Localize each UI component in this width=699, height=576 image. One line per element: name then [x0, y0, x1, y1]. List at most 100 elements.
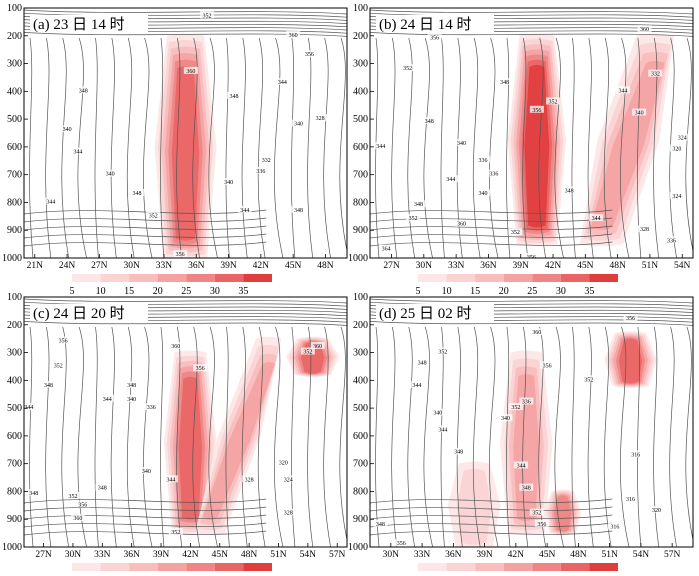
- contour-label: 356: [78, 502, 87, 508]
- contour-label: 356: [196, 366, 205, 372]
- contour-line: [339, 37, 347, 253]
- contour-label: 352: [549, 99, 558, 105]
- x-tick-label: 45N: [577, 261, 594, 271]
- contour-label: 324: [678, 136, 687, 142]
- contour-line: [375, 37, 380, 258]
- contour-label: 360: [289, 33, 298, 39]
- contour-line: [603, 37, 612, 258]
- contour-label: 352: [403, 66, 412, 72]
- y-tick-label: 400: [7, 375, 22, 386]
- x-tick-label: 36N: [480, 261, 497, 271]
- colorbar-tick-label: 15: [124, 286, 134, 297]
- x-tick-label: 36N: [123, 550, 140, 560]
- colorbar-tick-label: 10: [442, 286, 452, 297]
- x-tick-label: 30N: [123, 261, 140, 271]
- contour-label: 344: [446, 177, 455, 183]
- y-tick-label: 200: [353, 320, 368, 331]
- contour-label: 328: [640, 227, 649, 233]
- contour-label: 316: [610, 525, 619, 531]
- contour-line: [370, 9, 693, 15]
- contour-label: 316: [631, 452, 640, 458]
- colorbar-swatch: [129, 563, 158, 571]
- y-tick-label: 400: [353, 375, 368, 386]
- contour-label: 356: [305, 52, 314, 58]
- y-tick-label: 1000: [2, 253, 22, 264]
- contour-label: 356: [527, 255, 536, 261]
- contour-label: 340: [142, 469, 151, 475]
- x-tick-label: 27N: [383, 261, 400, 271]
- contour-line: [29, 326, 34, 547]
- contour-label: 336: [256, 169, 265, 175]
- panel-title-bg: [30, 304, 148, 321]
- contour-layer: [24, 9, 347, 258]
- contour-line: [522, 37, 529, 258]
- x-tick-label: 30N: [383, 550, 400, 560]
- contour-label: 352: [584, 377, 593, 383]
- plot-frame: [23, 7, 348, 259]
- x-tick-label: 54N: [300, 550, 317, 560]
- x-tick-label: 54N: [674, 261, 691, 271]
- x-tick-label: 57N: [664, 550, 681, 560]
- contour-label: 360: [640, 27, 649, 33]
- contour-line: [423, 37, 433, 258]
- contour-line: [45, 326, 52, 547]
- contour-line: [61, 326, 70, 547]
- colorbar-swatch: [503, 563, 533, 571]
- y-tick-label: 200: [7, 31, 22, 42]
- contour-line: [143, 37, 153, 258]
- colorbar-swatch: [532, 563, 561, 571]
- colorbar-tick-label: 35: [238, 286, 248, 297]
- contour-line: [370, 530, 613, 536]
- plot-frame: [23, 296, 348, 548]
- contour-label: 328: [284, 511, 293, 517]
- y-tick-label: 100: [7, 292, 22, 303]
- x-tick-label: 39N: [220, 261, 237, 271]
- contour-line: [370, 241, 613, 247]
- contour-label: 336: [522, 400, 531, 406]
- contour-line: [370, 209, 613, 215]
- contour-line: [637, 37, 642, 258]
- contour-label: 336: [489, 172, 498, 178]
- x-tick-label: 42N: [545, 261, 562, 271]
- contour-line: [603, 326, 612, 547]
- x-tick-label: 27N: [35, 550, 52, 560]
- shading-band: [554, 495, 572, 532]
- contour-label: 356: [532, 108, 541, 114]
- contour-line: [370, 522, 613, 528]
- colorbar-tick-label: 25: [181, 286, 191, 297]
- contour-line: [370, 233, 613, 239]
- y-tick-label: 300: [7, 348, 22, 359]
- x-tick-label: 48N: [241, 550, 258, 560]
- colorbar-swatch: [503, 274, 533, 282]
- y-tick-label: 300: [7, 59, 22, 70]
- contour-label: 352: [438, 350, 447, 356]
- colorbar-swatch: [446, 563, 476, 571]
- contour-line: [323, 326, 331, 547]
- y-tick-label: 500: [7, 114, 22, 125]
- contour-line: [685, 326, 693, 542]
- y-tick-label: 600: [353, 142, 368, 153]
- y-tick-label: 800: [353, 486, 368, 497]
- contour-line: [391, 326, 398, 547]
- x-tick-label: 48N: [570, 550, 587, 560]
- contour-label: 344: [103, 397, 112, 403]
- contour-label: 328: [245, 477, 254, 483]
- contour-label: 340: [635, 111, 644, 117]
- contour-line: [160, 37, 165, 258]
- contour-label: 336: [479, 158, 488, 164]
- contour-line: [375, 326, 380, 547]
- contour-label: 340: [501, 416, 510, 422]
- x-tick-label: 57N: [329, 550, 346, 560]
- contour-label: 348: [522, 486, 531, 492]
- contour-label: 348: [133, 191, 142, 197]
- colorbar-tick-label: 25: [527, 286, 537, 297]
- contour-line: [489, 326, 499, 547]
- y-tick-label: 700: [7, 170, 22, 181]
- colorbar-swatch: [560, 274, 590, 282]
- x-tick-label: 36N: [445, 550, 462, 560]
- colorbar-tick-label: 35: [584, 286, 594, 297]
- x-tick-label: 45N: [539, 550, 556, 560]
- shading-band: [202, 362, 276, 520]
- contour-line: [24, 514, 267, 520]
